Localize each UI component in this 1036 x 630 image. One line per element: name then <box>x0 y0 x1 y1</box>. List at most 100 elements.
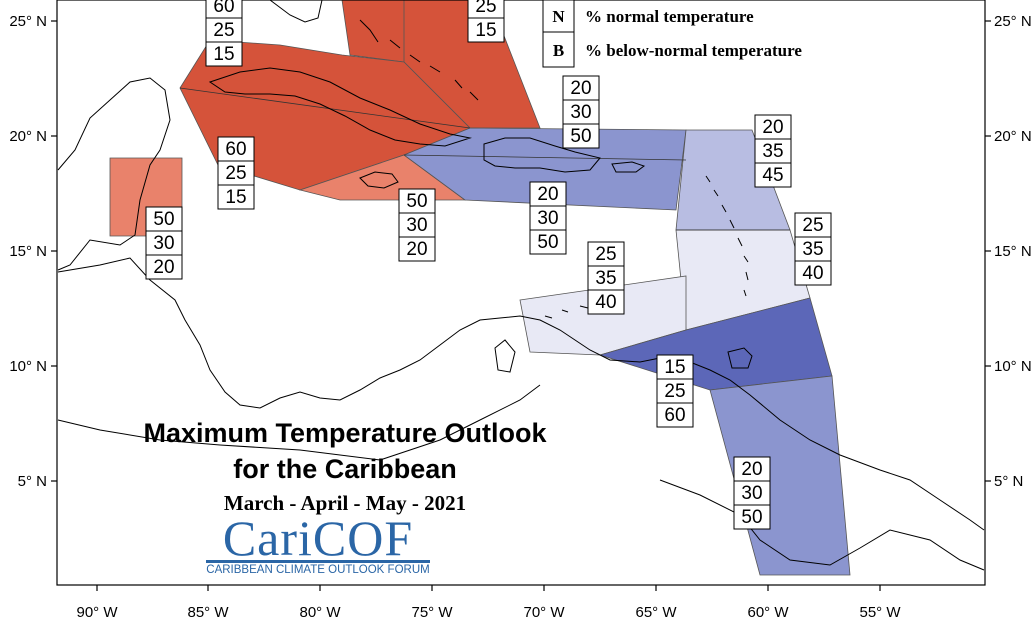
puerto-rico-outline <box>611 161 646 173</box>
prob-value: 60 <box>213 0 234 17</box>
lon-label: 55° W <box>859 604 901 621</box>
yucatan-coast <box>57 77 171 271</box>
lat-label: 5° N <box>994 473 1023 490</box>
prob-box <box>398 212 436 238</box>
prob-box <box>587 265 625 291</box>
season-label: March - April - May - 2021 <box>223 491 467 515</box>
logo-rule <box>206 560 430 563</box>
lat-label: 5° N <box>18 473 47 490</box>
region-guianas <box>709 375 851 576</box>
abc-islands-outline <box>544 305 589 319</box>
lat-label: 20° N <box>994 128 1032 145</box>
prob-value: 25 <box>213 20 234 41</box>
map-title-line1: Maximum Temperature Outlook <box>143 418 547 448</box>
lat-label: 25° N <box>994 13 1032 30</box>
axis-ticks <box>51 20 991 591</box>
prob-stack-abc-islands: 25 35 40 <box>587 241 625 315</box>
prob-box <box>529 181 567 207</box>
lat-label: 25° N <box>9 13 47 30</box>
central-america-coast <box>57 257 985 531</box>
prob-box <box>562 123 600 149</box>
jamaica-outline <box>359 171 399 189</box>
prob-box <box>398 236 436 262</box>
legend-box-normal <box>542 0 575 33</box>
region-borders <box>179 87 790 231</box>
prob-stack-jamaica: 50 30 20 <box>398 188 436 262</box>
prob-value: 45 <box>762 165 783 186</box>
prob-value: 40 <box>595 292 616 313</box>
prob-value: 25 <box>475 0 496 17</box>
legend-box-below <box>542 31 575 68</box>
lon-label: 75° W <box>411 604 453 621</box>
legend-letter-normal: N <box>552 7 565 26</box>
prob-stack-belize: 50 30 20 <box>145 206 183 280</box>
caricof-logo-subtitle: CARIBBEAN CLIMATE OUTLOOK FORUM <box>206 564 430 576</box>
prob-value: 20 <box>762 117 783 138</box>
prob-box <box>587 241 625 267</box>
lon-label: 60° W <box>747 604 789 621</box>
prob-box <box>205 41 243 67</box>
prob-box <box>733 504 771 530</box>
map-title-line2: for the Caribbean <box>233 454 457 484</box>
trinidad-outline <box>727 347 753 369</box>
lon-label: 90° W <box>76 604 118 621</box>
prob-box <box>217 184 255 210</box>
prob-value: 20 <box>153 257 174 278</box>
prob-stack-trinidad-tobago: 15 25 60 <box>656 354 694 428</box>
prob-stack-hispaniola-puerto-rico: 20 30 50 <box>529 181 567 255</box>
prob-box <box>733 480 771 506</box>
lesser-antilles <box>705 175 749 297</box>
prob-value: 20 <box>741 459 762 480</box>
lon-label: 70° W <box>523 604 565 621</box>
prob-value: 30 <box>570 102 591 123</box>
legend-letter-below: B <box>553 41 564 60</box>
prob-stack-guianas: 20 30 50 <box>733 456 771 530</box>
lat-label: 20° N <box>9 128 47 145</box>
bahamas-islands <box>359 19 479 101</box>
caricof-logo: CariCOF <box>222 510 414 566</box>
prob-box <box>467 17 505 43</box>
prob-value: 50 <box>741 507 762 528</box>
prob-value: 30 <box>153 233 174 254</box>
prob-value: 25 <box>664 381 685 402</box>
south-america-inland <box>57 384 541 461</box>
prob-value: 30 <box>741 483 762 504</box>
prob-box <box>656 354 694 380</box>
prob-box <box>145 254 183 280</box>
prob-value: 35 <box>762 141 783 162</box>
prob-value: 15 <box>664 357 685 378</box>
prob-stack-turks-caicos: 20 30 50 <box>562 75 600 149</box>
prob-box <box>398 188 436 214</box>
prob-value: 15 <box>213 44 234 65</box>
prob-value: 20 <box>537 184 558 205</box>
prob-box <box>529 205 567 231</box>
hispaniola-outline <box>483 137 601 173</box>
prob-box <box>754 162 792 188</box>
prob-box <box>217 136 255 162</box>
prob-value: 60 <box>664 405 685 426</box>
prob-box <box>794 236 832 262</box>
prob-value: 40 <box>802 263 823 284</box>
legend-text-normal: % normal temperature <box>585 7 754 26</box>
prob-box <box>794 260 832 286</box>
longitude-labels: 90° W 85° W 80° W 75° W 70° W 65° W 60° … <box>76 604 901 621</box>
prob-box <box>529 229 567 255</box>
prob-box <box>587 289 625 315</box>
prob-value: 50 <box>570 126 591 147</box>
latitude-labels-right: 25° N 20° N 15° N 10° N 5° N <box>994 13 1032 490</box>
prob-value: 20 <box>570 78 591 99</box>
prob-stack-leeward-islands: 20 35 45 <box>754 114 792 188</box>
prob-value: 20 <box>406 239 427 260</box>
prob-stack-windward-islands: 25 35 40 <box>794 212 832 286</box>
maracaibo-lake <box>494 339 516 373</box>
lon-label: 80° W <box>299 604 341 621</box>
prob-value: 35 <box>802 239 823 260</box>
prob-box <box>656 378 694 404</box>
prob-box <box>145 206 183 232</box>
prob-value: 50 <box>153 209 174 230</box>
prob-value: 60 <box>225 139 246 160</box>
lat-label: 15° N <box>9 243 47 260</box>
prob-value: 50 <box>537 232 558 253</box>
